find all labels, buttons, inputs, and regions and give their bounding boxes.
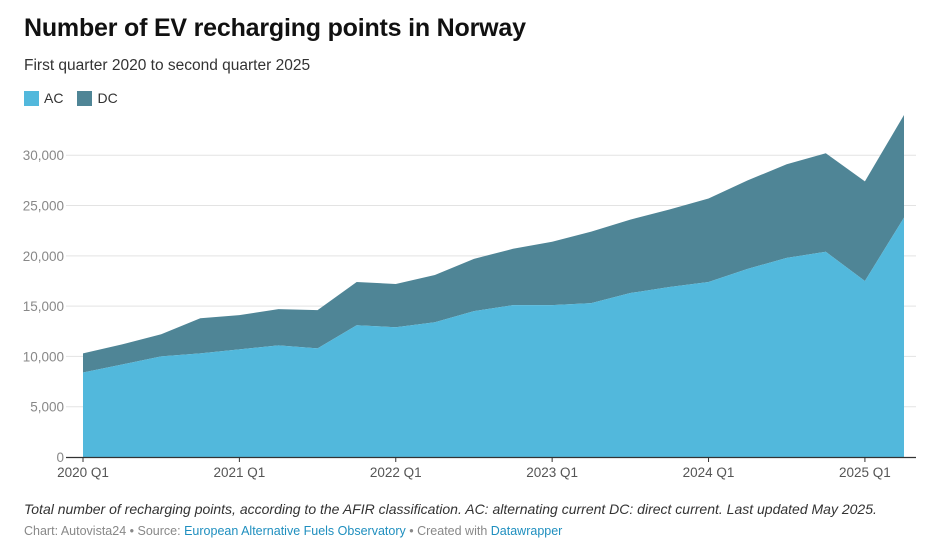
y-tick-label: 15,000: [23, 299, 64, 314]
x-tick-label: 2021 Q1: [213, 465, 265, 480]
x-tick-label: 2025 Q1: [839, 465, 891, 480]
y-tick-label: 30,000: [23, 148, 64, 163]
credit-source-prefix: Source:: [137, 524, 181, 538]
credit-separator-2: •: [409, 524, 414, 538]
legend-label-ac: AC: [44, 90, 64, 106]
chart-subtitle: First quarter 2020 to second quarter 202…: [24, 57, 311, 74]
legend-swatch-ac: [24, 90, 39, 106]
area-series: [83, 115, 904, 457]
x-tick-label: 2022 Q1: [370, 465, 422, 480]
y-tick-label: 10,000: [23, 349, 64, 364]
x-tick-label: 2020 Q1: [57, 465, 109, 480]
chart-credits: Chart: Autovista24 • Source: European Al…: [24, 524, 562, 538]
y-tick-label: 25,000: [23, 199, 64, 214]
source-link[interactable]: European Alternative Fuels Observatory: [184, 524, 406, 538]
chart-note: Total number of recharging points, accor…: [24, 501, 877, 517]
area-ac: [83, 217, 904, 457]
y-tick-label: 0: [56, 450, 64, 465]
chart-title: Number of EV recharging points in Norway: [24, 14, 526, 42]
x-tick-label: 2023 Q1: [526, 465, 578, 480]
legend-swatch-dc: [77, 90, 93, 106]
area-dc: [83, 115, 904, 373]
axes: 0 5,000 10,000 15,000 20,000 25,000 30,000 2020…: [23, 148, 916, 480]
legend-item-dc: DC: [77, 90, 118, 106]
credit-separator-1: •: [129, 524, 135, 538]
legend-label-dc: DC: [97, 90, 118, 106]
legend: AC DC: [24, 90, 132, 106]
credit-chart: Chart: Autovista24: [24, 524, 127, 538]
y-tick-label: 20,000: [23, 249, 64, 264]
y-tick-label: 5,000: [30, 400, 64, 415]
datawrapper-link[interactable]: Datawrapper: [490, 524, 563, 538]
credit-created-prefix: Created with: [417, 524, 488, 538]
x-tick-label: 2024 Q1: [683, 465, 735, 480]
legend-item-ac: AC: [24, 90, 63, 106]
